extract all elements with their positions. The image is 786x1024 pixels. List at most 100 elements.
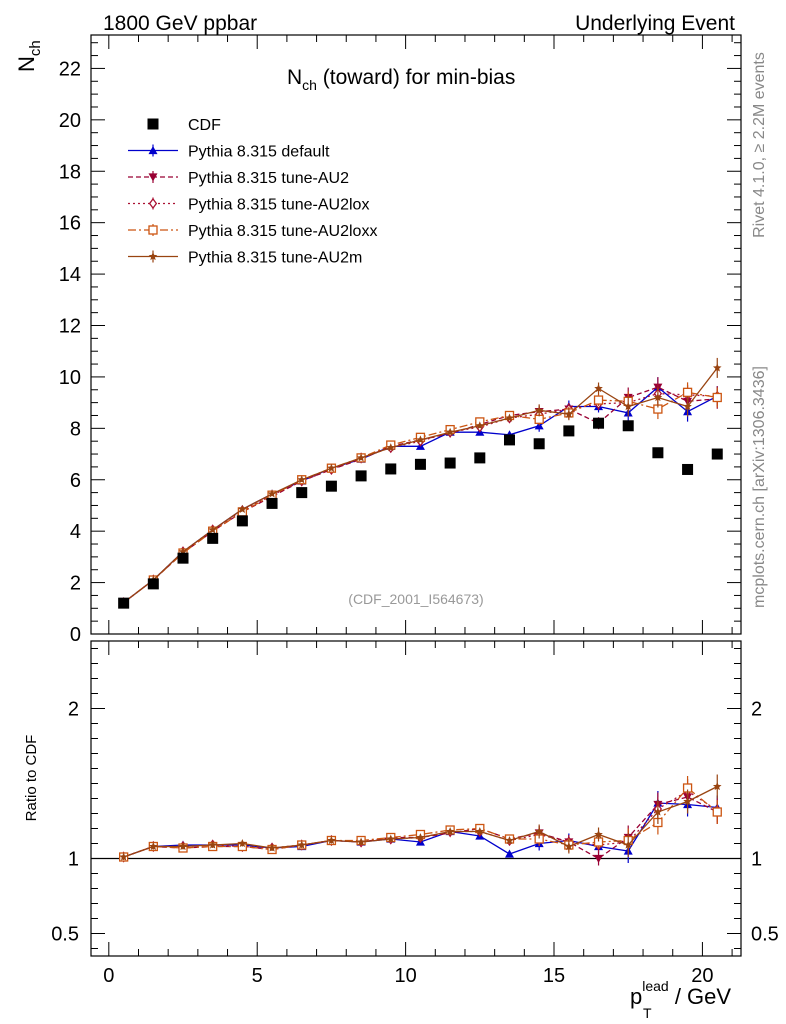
main-point-au2m xyxy=(297,475,307,484)
main-point-data xyxy=(533,438,545,450)
ratio-point-au2m xyxy=(534,827,544,836)
legend-marker-au2 xyxy=(148,173,158,182)
main-point-data xyxy=(296,487,308,499)
x-tick-label: 0 xyxy=(103,965,114,987)
main-series-line-au2 xyxy=(123,386,718,604)
ratio-point-au2loxx xyxy=(712,807,722,817)
x-tick-label: 5 xyxy=(252,965,263,987)
main-point-data xyxy=(118,597,130,609)
ratio-ytick-label: 1 xyxy=(68,849,79,871)
main-point-data xyxy=(563,425,575,437)
main-ytick-label: 14 xyxy=(59,264,81,286)
ratio-point-au2m xyxy=(327,836,336,845)
ratio-point-au2m xyxy=(297,840,307,849)
legend-label-au2: Pythia 8.315 tune-AU2 xyxy=(188,170,349,187)
main-point-data xyxy=(325,480,337,492)
main-ytick-label: 16 xyxy=(59,213,81,235)
main-ytick-label: 20 xyxy=(59,110,81,132)
main-point-au2loxx xyxy=(682,387,693,397)
x-tick-label: 20 xyxy=(691,965,713,987)
plot-title-main: N xyxy=(287,66,302,89)
main-point-au2m xyxy=(386,443,396,452)
main-point-data xyxy=(593,417,605,429)
main-point-au2m xyxy=(623,401,633,411)
main-point-data xyxy=(414,458,426,470)
main-point-data xyxy=(207,532,219,544)
main-point-au2m xyxy=(653,392,663,402)
legend-label-au2m: Pythia 8.315 tune-AU2m xyxy=(188,250,362,267)
main-ytick-label: 0 xyxy=(70,624,81,646)
legend: CDF Pythia 8.315 default Pythia 8.315 tune… xyxy=(128,117,377,267)
ratio-point-au2m xyxy=(416,833,425,842)
main-point-au2loxx xyxy=(712,392,722,403)
main-point-data xyxy=(385,463,397,475)
ratio-series xyxy=(118,774,722,866)
ratio-point-au2m xyxy=(712,782,722,791)
main-ytick-label: 6 xyxy=(70,470,81,492)
legend-label-au2lox: Pythia 8.315 tune-AU2lox xyxy=(188,197,369,214)
main-point-data xyxy=(682,463,694,475)
ratio-point-au2m xyxy=(683,797,692,806)
main-point-data xyxy=(147,578,159,590)
main-ytick-label: 12 xyxy=(59,316,81,338)
plot-title-sub: ch xyxy=(302,77,317,93)
mcplots-label: mcplots.cern.ch [arXiv:1306.3436] xyxy=(751,366,768,608)
main-ytick-label: 18 xyxy=(59,161,81,183)
ratio-point-au2m xyxy=(356,837,366,846)
x-axis-label-main: p xyxy=(630,984,642,1009)
main-point-data xyxy=(177,552,189,564)
ratio-ylabel: Ratio to CDF xyxy=(23,735,40,822)
plot-title: Nch (toward) for min-bias xyxy=(287,66,515,93)
main-point-data xyxy=(474,452,486,464)
x-tick-label: 10 xyxy=(394,965,416,987)
main-point-au2m xyxy=(712,363,722,372)
header-left: 1800 GeV ppbar xyxy=(103,12,257,35)
main-point-data xyxy=(266,497,278,509)
ratio-ytick-label: 2 xyxy=(68,699,79,721)
legend-marker-au2m xyxy=(148,252,158,261)
main-ytick-label: 10 xyxy=(59,367,81,389)
legend-marker-data xyxy=(147,118,159,130)
ratio-axes: 0 5 10 15 20 0.5 0.5 1 1 2 2 xyxy=(51,641,779,987)
main-point-data xyxy=(236,515,248,527)
svg-text:Nch: Nch xyxy=(14,40,44,72)
main-point-au2loxx xyxy=(593,395,604,405)
main-point-au2m xyxy=(267,489,277,498)
main-point-au2m xyxy=(416,435,425,444)
ratio-ytick-label: 0.5 xyxy=(51,924,79,946)
ratio-point-default xyxy=(504,849,514,858)
main-ylabel-group: Nch xyxy=(14,40,44,72)
main-point-data xyxy=(503,434,515,446)
ratio-point-au2m xyxy=(594,830,603,839)
main-point-data xyxy=(622,420,634,432)
ratio-point-au2m xyxy=(178,842,188,851)
main-point-au2m xyxy=(505,413,514,422)
main-point-au2loxx xyxy=(534,414,544,424)
legend-label-default: Pythia 8.315 default xyxy=(188,144,330,161)
main-point-au2m xyxy=(683,401,692,411)
main-point-data xyxy=(444,457,456,469)
ratio-point-au2m xyxy=(238,839,247,848)
x-axis-label: plead / GeV xyxy=(630,978,731,1009)
ratio-point-au2m xyxy=(623,840,633,849)
legend-marker-au2loxx xyxy=(148,225,158,235)
ratio-point-au2m xyxy=(267,843,277,852)
x-axis-label-sup: lead xyxy=(642,978,668,994)
main-point-data xyxy=(711,448,723,460)
x-axis-label-rest: / GeV xyxy=(669,984,732,1009)
ratio-point-au2m xyxy=(475,827,485,836)
main-ylabel-main: N xyxy=(14,56,39,72)
x-axis-label-sub: T xyxy=(643,1005,652,1021)
main-point-au2m xyxy=(356,453,366,462)
plot-title-rest: (toward) for min-bias xyxy=(317,66,515,89)
rivet-label: Rivet 4.1.0, ≥ 2.2M events xyxy=(751,52,768,238)
header-right: Underlying Event xyxy=(575,12,735,35)
main-point-au2m xyxy=(564,409,574,418)
main-ytick-label: 8 xyxy=(70,418,81,440)
ratio-point-au2m xyxy=(119,852,128,861)
legend-marker-default xyxy=(148,146,158,155)
ratio-ytick-label-right: 1 xyxy=(751,849,762,871)
ratio-point-au2m xyxy=(386,834,396,843)
main-point-au2m xyxy=(475,421,485,430)
